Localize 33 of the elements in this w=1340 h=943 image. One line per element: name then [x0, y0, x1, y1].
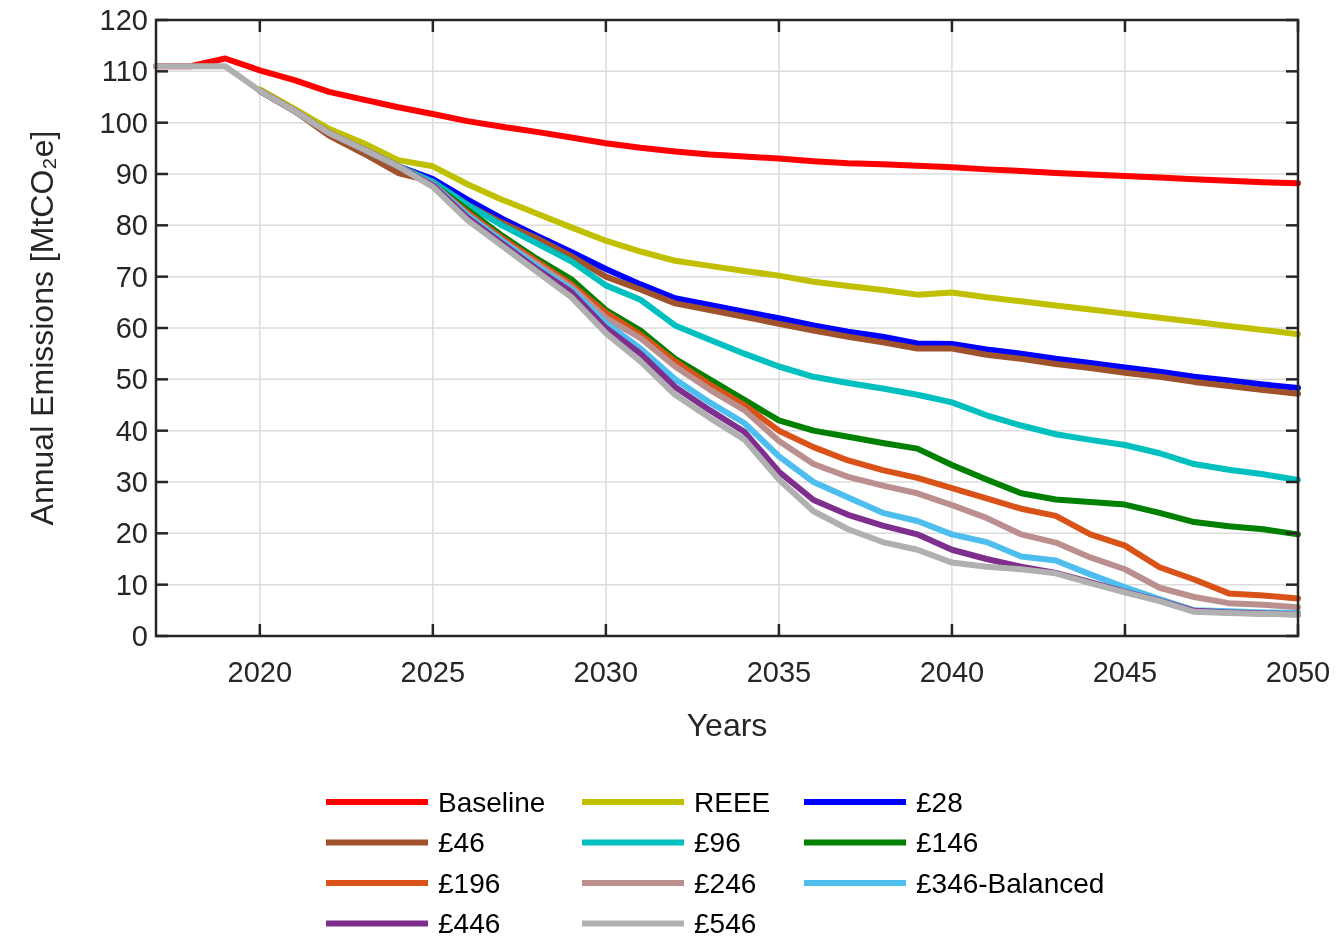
x-tick-label: 2030	[573, 656, 639, 688]
x-axis-title: Years	[686, 707, 768, 743]
y-tick-label: 60	[115, 312, 148, 345]
y-tick-label: 70	[115, 260, 148, 293]
legend-label: £196	[438, 867, 501, 899]
y-tick-label: 80	[115, 209, 148, 242]
y-tick-label: 20	[115, 517, 148, 550]
legend-label: £96	[694, 827, 741, 859]
y-tick-label: 50	[115, 363, 148, 396]
legend-label: £146	[916, 827, 979, 859]
y-tick-label: 120	[99, 4, 148, 37]
legend-label: £446	[438, 908, 501, 940]
x-tick-label: 2020	[227, 656, 293, 688]
legend-label: £28	[916, 786, 963, 818]
legend-label: £546	[694, 908, 757, 940]
y-tick-label: 110	[101, 55, 148, 88]
y-tick-label: 90	[115, 158, 148, 191]
legend-label: £346-Balanced	[916, 867, 1105, 899]
legend-label: REEE	[694, 786, 771, 818]
y-axis-title: Annual Emissions [MtCO₂e]	[24, 130, 60, 526]
x-tick-label: 2035	[746, 656, 812, 688]
legend-label: £246	[694, 867, 757, 899]
x-tick-label: 2025	[400, 656, 466, 688]
x-tick-label: 2040	[919, 656, 985, 688]
legend-label: £46	[438, 827, 485, 859]
y-tick-label: 30	[115, 466, 148, 499]
x-tick-label: 2045	[1092, 656, 1158, 688]
x-tick-label: 2050	[1265, 656, 1331, 688]
y-tick-label: 100	[99, 106, 148, 139]
y-tick-label: 0	[131, 620, 148, 653]
legend-label: Baseline	[438, 786, 546, 818]
y-tick-label: 10	[115, 568, 148, 601]
y-tick-label: 40	[115, 414, 148, 447]
